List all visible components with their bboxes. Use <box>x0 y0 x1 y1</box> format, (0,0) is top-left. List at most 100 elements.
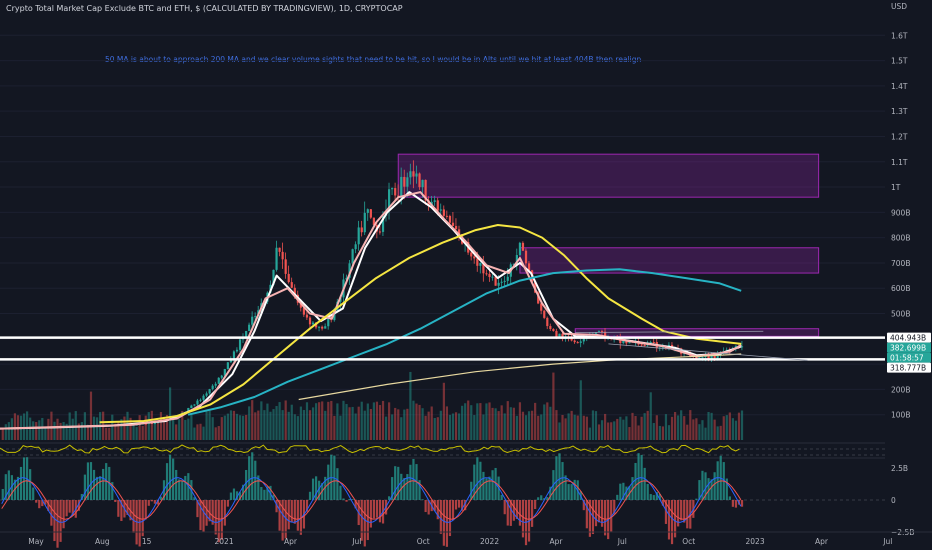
y-tick-label: 700B <box>891 259 910 268</box>
macd-histogram-bar <box>604 500 607 536</box>
volume-bar <box>704 427 707 440</box>
macd-histogram-bar <box>178 479 181 500</box>
macd-histogram-bar <box>473 464 476 500</box>
macd-histogram-bar <box>35 500 38 503</box>
candle-body <box>302 307 306 315</box>
volume-bar <box>208 410 211 440</box>
volume-bar <box>695 418 698 440</box>
volume-bar <box>315 403 318 440</box>
volume-bar <box>114 423 117 440</box>
macd-histogram-bar <box>403 478 406 500</box>
volume-bar <box>670 416 674 440</box>
volume-bar <box>634 416 637 440</box>
macd-histogram-bar <box>570 484 573 500</box>
volume-bar <box>570 410 573 440</box>
macd-histogram-bar <box>670 500 674 545</box>
volume-bar <box>619 416 622 440</box>
volume-bar <box>108 427 111 440</box>
volume-bar <box>613 421 616 440</box>
macd-histogram-bar <box>41 500 44 507</box>
candle-body <box>223 368 226 376</box>
macd-histogram-bar <box>646 483 649 500</box>
volume-bar <box>713 419 716 440</box>
price-axis: 100B200B300B400B500B600B700B800B900B1T1.… <box>885 0 932 550</box>
macd-histogram-bar <box>591 500 595 535</box>
macd-histogram-bar <box>311 478 315 500</box>
volume-bar <box>616 418 619 440</box>
volume-bar <box>190 414 193 440</box>
volume-bar <box>260 401 263 440</box>
volume-bar <box>457 413 461 440</box>
volume-bar <box>427 411 430 440</box>
volume-bar <box>725 415 728 440</box>
candle-body <box>214 383 217 386</box>
candle-body <box>254 316 257 318</box>
macd-histogram-bar <box>354 500 357 509</box>
candle-body <box>418 173 421 188</box>
volume-bar <box>278 402 281 440</box>
macd-histogram-bar <box>597 500 601 523</box>
volume-bar <box>132 423 135 440</box>
macd-histogram-bar <box>165 463 169 500</box>
macd-histogram-bar <box>248 456 251 500</box>
price-tag-label: 01:58:57 <box>890 354 924 363</box>
macd-histogram-bar <box>649 494 652 500</box>
macd-histogram-bar <box>71 500 74 516</box>
volume-bar <box>667 425 671 440</box>
volume-bar <box>531 410 534 440</box>
macd-histogram-bar <box>686 500 689 529</box>
macd-histogram-bar <box>181 480 184 500</box>
candle-body <box>524 250 528 264</box>
macd-histogram-bar <box>1 489 4 500</box>
volume-bar <box>540 414 543 440</box>
candle-body <box>251 316 254 325</box>
volume-bar <box>89 391 93 440</box>
macd-histogram-bar <box>707 478 710 500</box>
volume-bar <box>25 411 29 440</box>
volume-bar <box>600 420 604 440</box>
candle-body <box>278 247 281 252</box>
candle-body <box>357 227 360 245</box>
volume-bar <box>135 427 138 440</box>
volume-bar <box>537 415 540 440</box>
volume-bar <box>92 416 96 440</box>
macd-histogram-bar <box>637 453 640 500</box>
volume-bar <box>56 418 59 440</box>
candle-body <box>290 282 293 288</box>
x-tick-label: Oct <box>682 537 695 546</box>
candle-body <box>488 273 491 278</box>
candle-body <box>363 212 366 233</box>
volume-bar <box>159 412 163 440</box>
volume-bar <box>199 423 202 440</box>
volume-bar <box>59 422 62 440</box>
macd-histogram-bar <box>144 500 147 520</box>
candle-body <box>604 331 607 339</box>
candle-body <box>716 355 719 359</box>
macd-histogram-bar <box>202 500 205 532</box>
volume-bar <box>637 425 640 440</box>
macd-histogram-bar <box>351 499 354 500</box>
volume-bar <box>168 387 172 440</box>
volume-bar <box>324 410 327 440</box>
volume-bar <box>354 413 357 440</box>
volume-bar <box>482 414 485 440</box>
macd-histogram-bar <box>424 500 427 513</box>
macd-histogram-bar <box>409 464 412 500</box>
candle-body <box>451 222 455 226</box>
macd-histogram-bar <box>655 492 658 500</box>
volume-bar <box>503 413 506 440</box>
candle-body <box>287 273 290 283</box>
macd-histogram-bar <box>22 457 26 500</box>
macd-histogram-bar <box>588 500 592 537</box>
candle-body <box>208 389 211 394</box>
macd-histogram-bar <box>89 462 93 500</box>
volume-bar <box>515 415 518 440</box>
volume-bar <box>366 403 369 440</box>
y-tick-label: USD <box>891 2 907 11</box>
volume-bar <box>381 400 385 440</box>
volume-bar <box>257 410 260 440</box>
volume-bar <box>232 410 236 440</box>
macd-histogram-bar <box>363 500 366 547</box>
volume-bar <box>661 426 665 440</box>
